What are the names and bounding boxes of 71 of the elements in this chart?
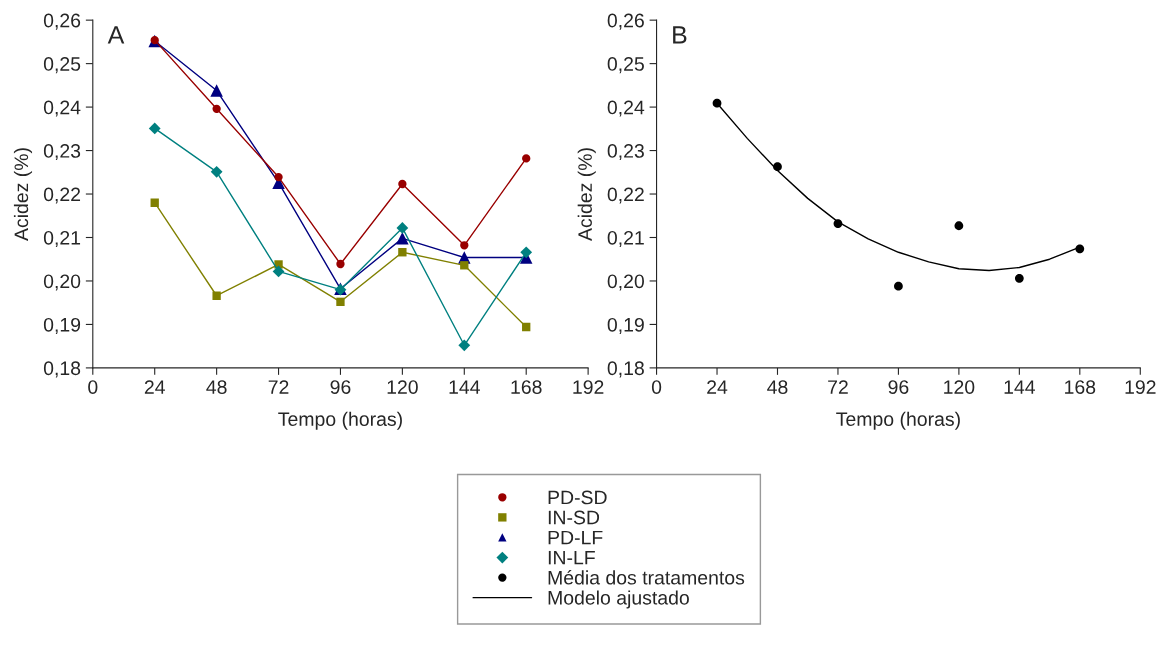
point — [148, 122, 161, 135]
x-tick-label: 192 — [1125, 380, 1156, 394]
x-tick-label: 120 — [944, 380, 975, 394]
point — [396, 222, 409, 234]
point — [272, 265, 285, 278]
y-axis-title: Acidez (%) — [13, 148, 33, 241]
point — [336, 297, 345, 306]
x-axis-title: Tempo (horas) — [278, 411, 402, 430]
legend-label: PD-LF — [548, 530, 603, 545]
y-tick-label: 0,18 — [607, 361, 644, 378]
x-tick-label: 96 — [330, 380, 351, 394]
y-tick-label: 0,22 — [43, 187, 81, 204]
legend-label: IN-LF — [548, 550, 595, 565]
legend-label: IN-SD — [548, 510, 600, 525]
x-tick-label: 48 — [767, 380, 788, 394]
y-tick-label: 0,26 — [43, 13, 81, 30]
y-tick-label: 0,26 — [607, 13, 644, 30]
x-tick-label: 24 — [707, 380, 728, 394]
point — [520, 246, 533, 259]
point — [210, 165, 223, 178]
x-tick-label: 168 — [511, 380, 542, 394]
point — [212, 291, 221, 300]
x-tick-label: 144 — [449, 380, 480, 394]
x-tick-label: 192 — [573, 380, 604, 394]
y-axis-title: Acidez (%) — [577, 148, 596, 241]
annotation: A — [107, 26, 125, 44]
point — [522, 322, 531, 332]
point — [398, 179, 407, 189]
x-tick-label: 96 — [888, 380, 909, 394]
x-tick-label: 72 — [268, 380, 289, 394]
legend-label: PD-SD — [548, 490, 607, 505]
x-tick-label: 0 — [88, 380, 98, 394]
y-tick-label: 0,20 — [607, 274, 644, 291]
point — [398, 248, 407, 257]
x-tick-label: 24 — [144, 380, 165, 394]
annotation: B — [673, 26, 687, 44]
y-tick-label: 0,21 — [607, 230, 644, 248]
y-tick-label: 0,19 — [43, 317, 81, 334]
point — [954, 221, 964, 231]
point — [274, 172, 283, 182]
x-tick-label: 48 — [206, 380, 227, 394]
point — [336, 259, 345, 269]
point — [1014, 273, 1024, 283]
x-tick-label: 168 — [1065, 380, 1096, 394]
point — [150, 198, 159, 207]
y-tick-label: 0,23 — [607, 144, 644, 161]
point — [396, 232, 409, 245]
point — [210, 84, 223, 97]
y-tick-label: 0,23 — [43, 144, 81, 161]
y-tick-label: 0,24 — [43, 100, 81, 117]
y-tick-label: 0,18 — [43, 361, 81, 378]
y-tick-label: 0,21 — [43, 230, 81, 248]
y-tick-label: 0,24 — [607, 100, 645, 117]
y-tick-label: 0,25 — [607, 57, 644, 74]
x-axis-title: Tempo (horas) — [836, 411, 960, 430]
y-tick-label: 0,22 — [607, 187, 644, 204]
x-tick-label: 0 — [651, 380, 662, 394]
x-tick-label: 120 — [387, 380, 418, 394]
point — [458, 339, 471, 352]
point — [460, 241, 469, 250]
y-tick-label: 0,25 — [43, 57, 81, 74]
x-tick-label: 72 — [828, 380, 848, 394]
y-tick-label: 0,19 — [607, 317, 644, 334]
point — [212, 104, 221, 113]
point — [522, 154, 531, 163]
x-tick-label: 144 — [1004, 380, 1035, 394]
point — [460, 261, 469, 270]
y-tick-label: 0,20 — [43, 274, 81, 291]
legend-label: Modelo ajustado — [548, 590, 689, 609]
legend-label: Média dos tratamentos — [548, 570, 745, 585]
point — [894, 281, 903, 291]
